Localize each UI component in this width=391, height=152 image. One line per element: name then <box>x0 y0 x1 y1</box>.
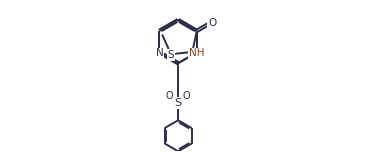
Text: O: O <box>208 18 216 28</box>
Text: O: O <box>183 91 190 101</box>
Text: S: S <box>168 50 174 60</box>
Text: NH: NH <box>189 48 204 58</box>
Text: S: S <box>175 98 182 108</box>
Text: N: N <box>156 48 163 58</box>
Text: O: O <box>166 91 174 101</box>
